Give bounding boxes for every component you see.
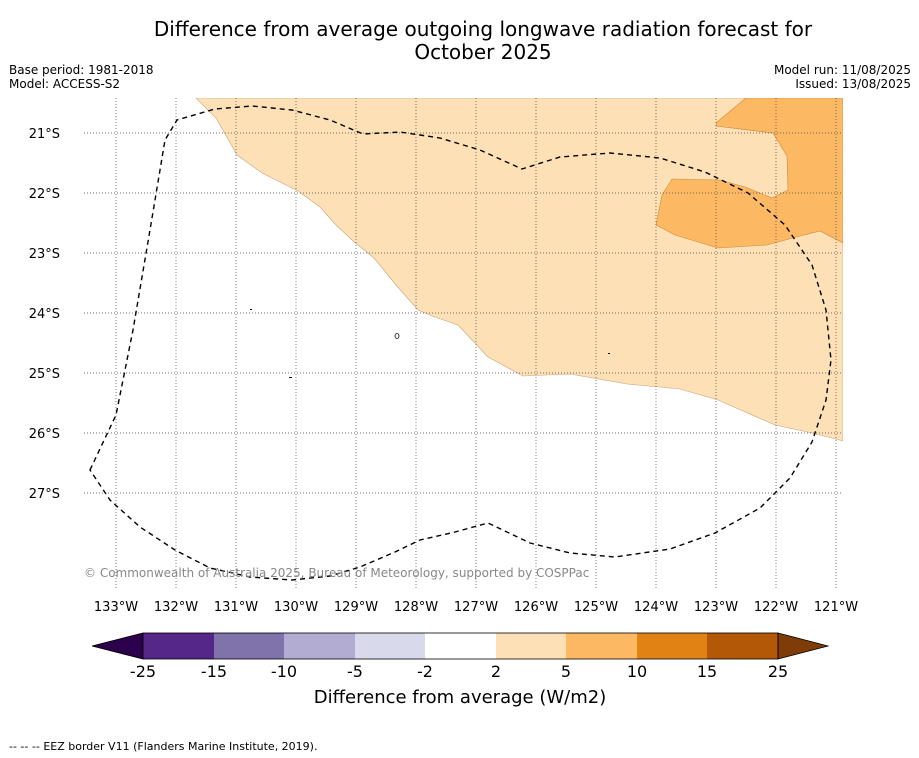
lon-label: 130°W	[274, 600, 318, 615]
lon-label: 123°W	[694, 600, 738, 615]
colorbar-segment	[143, 633, 214, 659]
longitude-labels: 133°W 132°W 131°W 130°W 129°W 128°W 127°…	[94, 600, 858, 615]
colorbar-title: Difference from average (W/m2)	[314, 687, 606, 708]
lat-label: 27°S	[29, 487, 60, 502]
colorbar-segment	[355, 633, 425, 659]
colorbar-segment	[707, 633, 778, 659]
eez-border	[89, 105, 832, 581]
model-label: Model: ACCESS-S2	[9, 77, 121, 91]
colorbar-tick-label: -15	[201, 662, 227, 681]
island-1	[250, 309, 252, 310]
colorbar-tick-label: -25	[130, 662, 156, 681]
lat-label: 24°S	[29, 307, 60, 322]
island-3	[608, 353, 610, 354]
lon-label: 126°W	[514, 600, 558, 615]
meta-right: Model run: 11/08/2025 Issued: 13/08/2025	[774, 63, 911, 91]
colorbar-tick-label: 15	[697, 662, 717, 681]
lon-label: 133°W	[94, 600, 138, 615]
base-period-label: Base period: 1981-2018	[9, 63, 154, 77]
colorbar-tick-label: -10	[271, 662, 297, 681]
colorbar-tick-label: 10	[627, 662, 647, 681]
anomaly-region-5-10-ne	[655, 98, 843, 249]
colorbar-tick-label: 25	[768, 662, 788, 681]
lon-label: 122°W	[754, 600, 798, 615]
eez-legend-text: EEZ border V11 (Flanders Marine Institut…	[43, 740, 318, 753]
colorbar-segment	[214, 633, 284, 659]
anomaly-region-2-5	[195, 98, 843, 442]
title-line-2: October 2025	[414, 40, 552, 64]
lat-label: 21°S	[29, 127, 60, 142]
lon-label: 129°W	[334, 600, 378, 615]
colorbar-segment	[284, 633, 355, 659]
colorbar-segment	[566, 633, 637, 659]
colorbar-tick-label: -2	[417, 662, 433, 681]
colorbar-ticks: -25 -15 -10 -5 -2 2 5 10 15 25	[130, 662, 788, 681]
map-title: Difference from average outgoing longwav…	[0, 18, 919, 64]
copyright-text: © Commonwealth of Australia 2025, Bureau…	[84, 566, 589, 580]
colorbar-min-arrow	[91, 632, 144, 660]
lon-label: 127°W	[454, 600, 498, 615]
latitude-labels: 21°S 22°S 23°S 24°S 25°S 26°S 27°S	[29, 127, 60, 502]
lon-label: 124°W	[634, 600, 678, 615]
islands	[250, 309, 610, 378]
lat-label: 25°S	[29, 367, 60, 382]
colorbar-outline	[142, 632, 779, 660]
lon-label: 121°W	[814, 600, 858, 615]
colorbar-segment	[637, 633, 707, 659]
model-run-label: Model run: 11/08/2025	[773, 63, 911, 77]
lat-label: 26°S	[29, 427, 60, 442]
island-4	[289, 377, 292, 378]
latitude-gridlines	[84, 132, 843, 494]
colorbar: -25 -15 -10 -5 -2 2 5 10 15 25 Differenc…	[91, 632, 830, 708]
lon-label: 132°W	[154, 600, 198, 615]
lon-label: 125°W	[574, 600, 618, 615]
colorbar-max-arrow	[777, 632, 830, 660]
issued-label: Issued: 13/08/2025	[795, 77, 911, 91]
lon-label: 128°W	[394, 600, 438, 615]
meta-left: Base period: 1981-2018 Model: ACCESS-S2	[9, 63, 154, 91]
colorbar-tick-label: 2	[491, 662, 501, 681]
lat-label: 22°S	[29, 187, 60, 202]
island-2	[394, 333, 400, 339]
colorbar-tick-label: 5	[561, 662, 571, 681]
longitude-gridlines	[115, 98, 837, 590]
title-line-1: Difference from average outgoing longwav…	[153, 17, 813, 41]
footer-legend: -- -- -- EEZ border V11 (Flanders Marine…	[9, 740, 317, 753]
lon-label: 131°W	[214, 600, 258, 615]
colorbar-tick-label: -5	[347, 662, 363, 681]
map-area: © Commonwealth of Australia 2025, Bureau…	[84, 98, 843, 590]
eez-legend-symbol: -- -- --	[9, 740, 40, 753]
colorbar-segment	[496, 633, 566, 659]
colorbar-segment	[425, 633, 496, 659]
lat-label: 23°S	[29, 247, 60, 262]
